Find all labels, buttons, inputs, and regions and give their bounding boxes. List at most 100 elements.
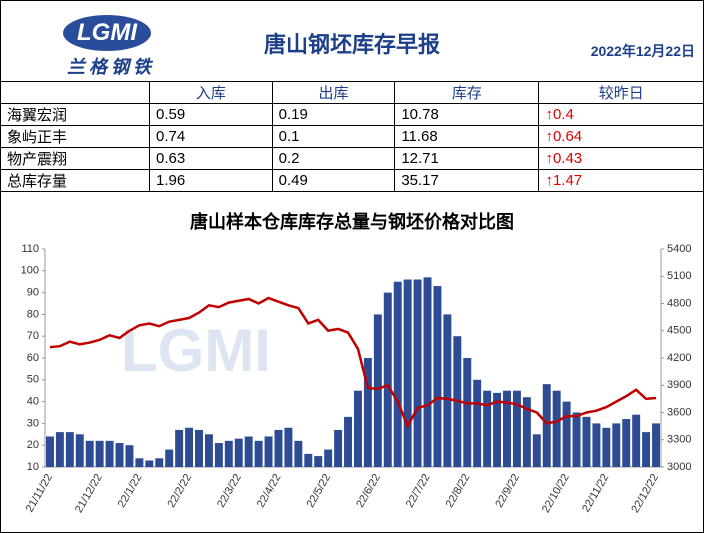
bar — [55, 432, 64, 467]
chart-title: 唐山样本仓库库存总量与钢坯价格对比图 — [190, 211, 514, 232]
bar — [284, 427, 293, 467]
bar — [642, 432, 651, 467]
cell: 12.71 — [394, 147, 540, 170]
y-tick-label: 30 — [27, 417, 39, 429]
y-tick-label: 60 — [27, 352, 39, 364]
x-tick-label: 22/1/22 — [116, 472, 145, 510]
watermark: LGMI — [121, 317, 271, 384]
x-tick-label: 22/11/22 — [580, 472, 611, 514]
bar — [552, 390, 561, 467]
bar — [254, 440, 263, 467]
bar — [363, 358, 372, 467]
bar — [433, 286, 442, 467]
y-tick-label: 40 — [27, 396, 39, 408]
row: 物产震翔 0.63 0.2 12.71 ↑0.43 — [1, 147, 703, 170]
bar — [503, 390, 511, 467]
bar — [155, 458, 164, 467]
cell: ↑0.4 — [538, 103, 703, 126]
bar — [592, 423, 601, 467]
bar — [622, 419, 631, 467]
bar — [632, 414, 641, 467]
row: 总库存量 1.96 0.49 35.17 ↑1.47 — [1, 169, 703, 192]
cell: ↑0.43 — [538, 147, 703, 170]
cell: 0.1 — [271, 125, 396, 148]
bar — [612, 423, 621, 467]
bar — [423, 277, 432, 467]
y2-tick-label: 5400 — [667, 243, 691, 255]
bar — [334, 429, 343, 467]
bar — [264, 436, 273, 467]
y2-tick-label: 4800 — [667, 297, 691, 309]
y-tick-label: 100 — [21, 265, 39, 277]
y-tick-label: 110 — [21, 243, 39, 255]
bar — [214, 443, 223, 467]
bar — [45, 436, 54, 467]
bar — [532, 434, 541, 467]
bar — [244, 436, 253, 467]
bar — [324, 449, 333, 467]
bar — [473, 379, 482, 467]
bar — [95, 440, 104, 467]
bar — [274, 429, 283, 467]
chart: LGMI 唐山样本仓库库存总量与钢坯价格对比图 10 20 30 40 50 60 70 80… — [21, 211, 692, 515]
bar — [85, 440, 94, 467]
cell: 11.68 — [394, 125, 540, 148]
y-tick-label: 70 — [27, 330, 39, 342]
cell: 10.78 — [394, 103, 540, 126]
row: 海翼宏润 0.59 0.19 10.78 ↑0.4 — [1, 103, 703, 126]
bar — [185, 427, 194, 467]
bar — [294, 440, 303, 467]
cell: ↑1.47 — [538, 169, 703, 192]
bar — [512, 390, 521, 467]
y-tick-label: 90 — [27, 287, 39, 299]
bar — [602, 427, 611, 467]
bar — [75, 434, 84, 467]
logo-sub: 兰格钢铁 — [67, 57, 155, 77]
bar — [165, 449, 174, 467]
cell: 1.96 — [149, 169, 273, 192]
bar — [314, 456, 323, 467]
x-tick-label: 22/3/22 — [215, 472, 244, 510]
bar — [135, 458, 144, 467]
x-tick-label: 21/12/22 — [73, 472, 105, 515]
bar — [383, 292, 392, 467]
cell: 象屿正丰 — [1, 125, 150, 148]
y2-tick-label: 3900 — [667, 379, 691, 391]
bar — [204, 434, 213, 467]
bar — [403, 279, 412, 467]
title: 唐山钢坯库存早报 — [263, 32, 440, 57]
cell: 0.74 — [149, 125, 273, 148]
x-tick-label: 22/2/22 — [165, 472, 194, 510]
y-tick-label: 50 — [27, 374, 39, 386]
bar — [224, 440, 233, 467]
bar — [493, 392, 502, 467]
y2-tick-label: 3300 — [667, 434, 691, 446]
bar — [65, 432, 74, 467]
price-line — [49, 296, 657, 430]
cell: 0.19 — [271, 103, 396, 126]
bar — [353, 390, 362, 467]
x-tick-label: 22/9/22 — [493, 472, 522, 510]
y-tick-label: 20 — [27, 439, 39, 451]
x-tick-label: 22/4/22 — [255, 472, 284, 510]
y2-tick-label: 4500 — [667, 325, 691, 337]
bar — [105, 440, 114, 467]
cell: 海翼宏润 — [1, 103, 150, 126]
cell: 35.17 — [394, 169, 540, 192]
bar — [393, 281, 402, 467]
y2-tick-label: 3000 — [667, 461, 691, 473]
bar — [175, 429, 184, 467]
table: 入库 出库 库存 较昨日 海翼宏润 0.59 0.19 10.78 ↑0.4 象屿正丰 0.74 0.… — [1, 81, 703, 192]
bar — [195, 429, 203, 467]
y2-tick-label: 3600 — [667, 406, 691, 418]
bar — [652, 423, 661, 467]
bar — [542, 384, 551, 467]
cell: ↑0.64 — [538, 125, 703, 148]
bar — [562, 401, 571, 467]
column-header: 库存 — [394, 81, 540, 104]
bar — [344, 416, 353, 467]
x-tick-label: 22/6/22 — [354, 472, 383, 510]
bar — [304, 453, 313, 467]
x-tick-label: 22/12/22 — [629, 472, 661, 515]
